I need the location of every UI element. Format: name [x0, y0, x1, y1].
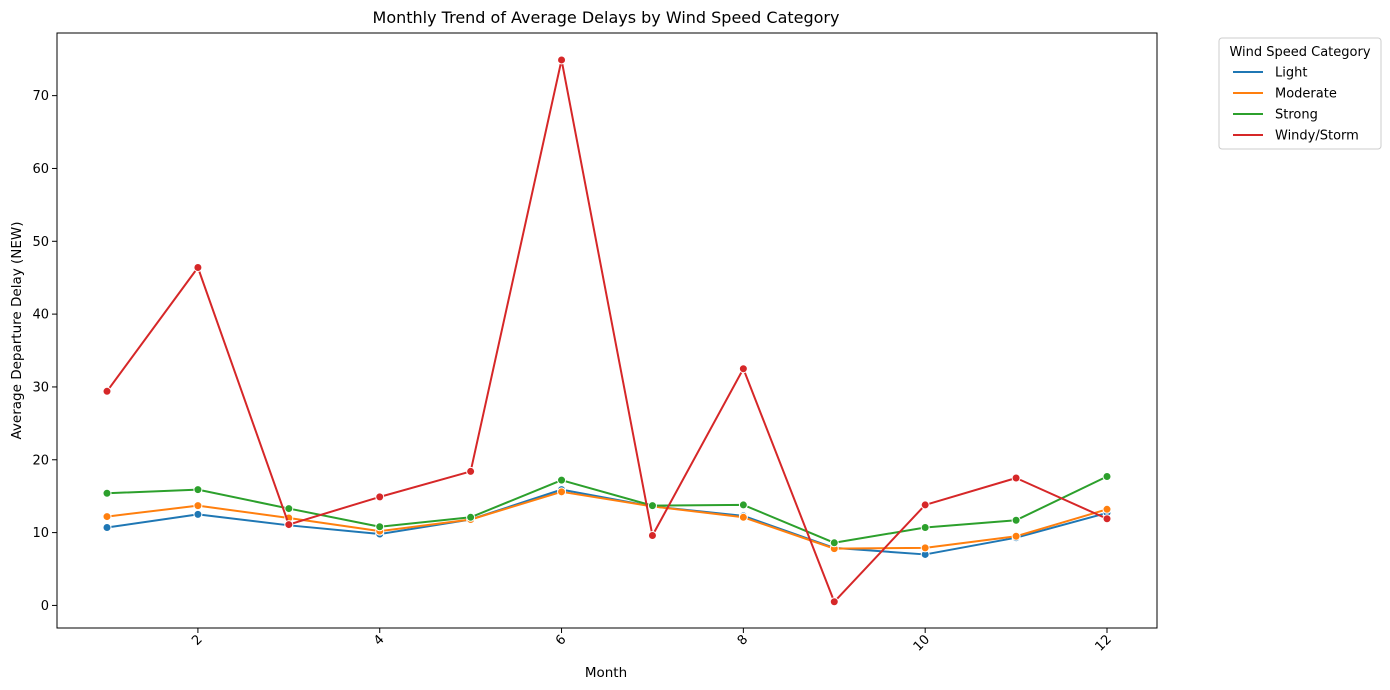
- legend-label: Windy/Storm: [1275, 129, 1359, 144]
- data-point: [102, 522, 112, 532]
- data-point: [557, 487, 567, 497]
- data-point: [466, 466, 476, 476]
- data-point: [738, 500, 748, 510]
- data-point: [829, 597, 839, 607]
- legend-label: Light: [1275, 66, 1307, 81]
- data-point: [193, 263, 203, 273]
- legend-title: Wind Speed Category: [1229, 45, 1370, 60]
- data-point: [1011, 531, 1021, 541]
- x-tick-label: 6: [553, 632, 569, 648]
- series-line: [106, 475, 1108, 544]
- y-axis-title: Average Departure Delay (NEW): [9, 221, 25, 439]
- data-point: [102, 512, 112, 522]
- data-point: [193, 485, 203, 495]
- x-tick-label: 4: [371, 632, 387, 648]
- series-line: [106, 58, 1108, 603]
- data-point: [1102, 514, 1112, 524]
- data-point: [1102, 472, 1112, 482]
- y-tick-label: 20: [32, 453, 49, 468]
- data-point: [1102, 504, 1112, 514]
- y-tick-label: 60: [32, 162, 49, 177]
- data-point: [102, 488, 112, 498]
- data-point: [1011, 515, 1021, 525]
- series-windy-storm: [102, 55, 1112, 607]
- y-tick-label: 70: [32, 89, 49, 104]
- series-line: [106, 490, 1108, 550]
- data-point: [375, 492, 385, 502]
- y-tick-label: 50: [32, 235, 49, 250]
- data-point: [193, 501, 203, 511]
- y-tick-label: 10: [32, 526, 49, 541]
- x-tick-label: 12: [1093, 632, 1115, 654]
- data-point: [920, 500, 930, 510]
- series-line: [106, 488, 1108, 556]
- x-tick-label: 2: [189, 632, 205, 648]
- legend-label: Moderate: [1275, 87, 1337, 102]
- data-point: [829, 538, 839, 548]
- data-point: [920, 522, 930, 532]
- legend-label: Strong: [1275, 108, 1318, 123]
- legend-frame: [1218, 37, 1382, 150]
- data-point: [557, 475, 567, 485]
- data-point: [284, 504, 294, 514]
- x-tick-label: 8: [735, 632, 751, 648]
- data-point: [738, 512, 748, 522]
- series-light: [102, 485, 1112, 559]
- data-point: [193, 509, 203, 519]
- data-point: [375, 522, 385, 532]
- y-axis: 0 10 20 30 40 50 60 70: [32, 89, 57, 614]
- y-tick-label: 0: [41, 599, 49, 614]
- data-point: [102, 386, 112, 396]
- data-point: [466, 512, 476, 522]
- series-strong: [102, 472, 1112, 548]
- x-tick-label: 10: [911, 632, 933, 654]
- data-point: [1011, 473, 1021, 483]
- y-tick-label: 40: [32, 308, 49, 323]
- data-point: [647, 531, 657, 541]
- plot-area: [102, 55, 1112, 607]
- chart-title: Monthly Trend of Average Delays by Wind …: [373, 8, 840, 27]
- data-point: [920, 543, 930, 553]
- x-axis-title: Month: [585, 665, 627, 681]
- data-point: [647, 501, 657, 511]
- legend: Wind Speed Category Light Moderate Strong W…: [1218, 37, 1382, 150]
- data-point: [284, 520, 294, 530]
- data-point: [557, 55, 567, 65]
- x-axis: 2 4 6 8 10 12: [189, 628, 1115, 655]
- data-point: [738, 364, 748, 374]
- y-tick-label: 30: [32, 380, 49, 395]
- plot-frame: [56, 32, 1158, 629]
